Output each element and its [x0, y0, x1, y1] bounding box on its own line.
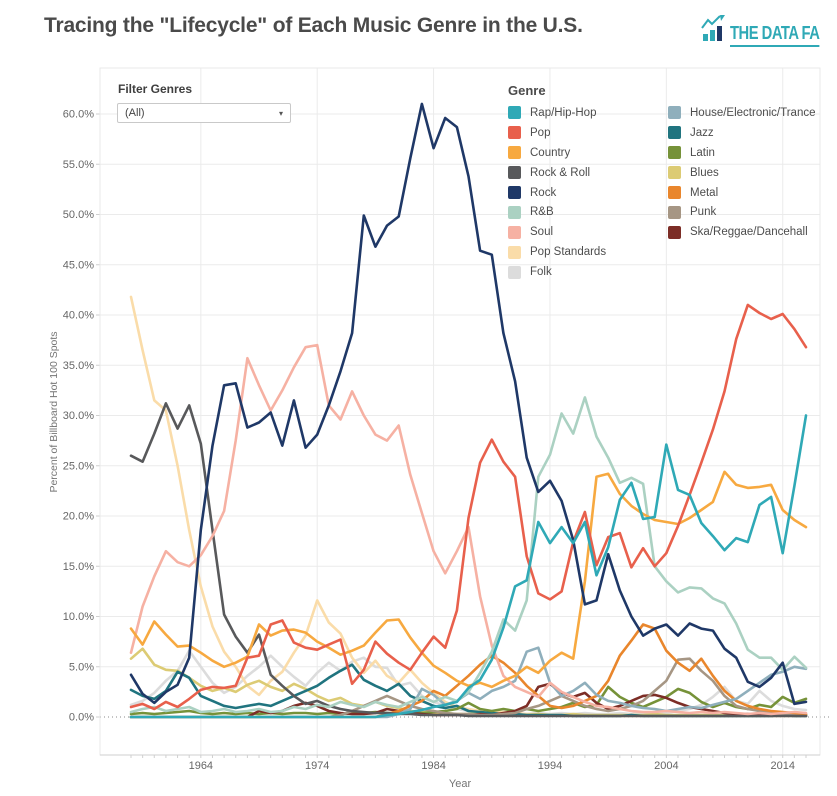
legend-label: Latin [690, 146, 715, 159]
legend-item-rock[interactable]: Rock [508, 183, 606, 203]
r-b-swatch-icon [508, 205, 521, 219]
series-line-r-b [129, 396, 808, 714]
y-axis-title: Percent of Billboard Hot 100 Spots [48, 331, 60, 492]
legend-item-rock-roll[interactable]: Rock & Roll [508, 163, 606, 183]
filter-genres-label: Filter Genres [118, 82, 193, 96]
soul-swatch-icon [508, 225, 521, 239]
legend-item-ska-reggae-dancehall[interactable]: Ska/Reggae/Dancehall [668, 222, 816, 242]
legend-label: Ska/Reggae/Dancehall [690, 226, 808, 239]
legend-title: Genre [508, 83, 546, 98]
y-tick-label: 0.0% [69, 712, 94, 724]
folk-swatch-icon [508, 265, 521, 279]
blues-swatch-icon [668, 166, 681, 180]
genre-legend: Genre Rap/Hip-Hop Pop Country Rock & Roll Ro… [508, 83, 816, 279]
chevron-down-icon: ▾ [278, 108, 283, 118]
site-logo: THE DATA FA [701, 15, 837, 47]
legend-item-punk[interactable]: Punk [668, 202, 816, 222]
y-tick-label: 40.0% [63, 310, 94, 322]
ska-reggae-dancehall-swatch-icon [668, 225, 681, 239]
series-line-latin [129, 685, 808, 716]
page-title: Tracing the "Lifecycle" of Each Music Ge… [44, 14, 583, 37]
y-tick-label: 30.0% [63, 410, 94, 422]
pop-swatch-icon [508, 126, 521, 140]
legend-item-rap-hip-hop[interactable]: Rap/Hip-Hop [508, 103, 606, 123]
genre-filter-dropdown[interactable]: (All) ▾ [117, 103, 291, 123]
rock-swatch-icon [508, 186, 521, 199]
legend-label: Rap/Hip-Hop [530, 106, 597, 119]
y-tick-label: 25.0% [63, 460, 94, 472]
legend-label: Folk [530, 266, 552, 279]
legend-item-house-electronic-trance[interactable]: House/Electronic/Trance [668, 103, 816, 123]
legend-item-latin[interactable]: Latin [668, 143, 816, 163]
legend-label: Soul [530, 226, 554, 239]
legend-item-folk[interactable]: Folk [508, 262, 606, 282]
y-tick-label: 50.0% [63, 209, 94, 221]
x-axis-title: Year [449, 778, 472, 790]
pop-standards-swatch-icon [508, 245, 521, 259]
legend-item-blues[interactable]: Blues [668, 163, 816, 183]
legend-label: Metal [690, 186, 719, 199]
legend-item-soul[interactable]: Soul [508, 222, 606, 242]
y-tick-label: 35.0% [63, 360, 94, 372]
series-line-soul [129, 343, 808, 716]
legend-item-r-b[interactable]: R&B [508, 202, 606, 222]
country-swatch-icon [508, 146, 521, 160]
rap-hip-hop-swatch-icon [508, 106, 521, 120]
series-line-blues [129, 647, 808, 717]
y-tick-label: 15.0% [63, 561, 94, 573]
legend-column-2: House/Electronic/Trance Jazz Latin Blues Met… [668, 103, 816, 242]
legend-label: Country [530, 146, 571, 159]
legend-item-pop-standards[interactable]: Pop Standards [508, 242, 606, 262]
y-tick-label: 60.0% [63, 109, 94, 121]
y-tick-label: 10.0% [63, 611, 94, 623]
legend-label: Rock & Roll [530, 166, 591, 179]
legend-label: Jazz [690, 126, 714, 139]
series-line-pop [129, 303, 808, 711]
latin-swatch-icon [668, 146, 681, 160]
x-tick-label: 1964 [189, 760, 213, 772]
x-tick-label: 1994 [538, 760, 562, 772]
x-tick-label: 1984 [421, 760, 445, 772]
legend-item-pop[interactable]: Pop [508, 123, 606, 143]
metal-swatch-icon [668, 186, 681, 199]
x-tick-label: 2014 [770, 760, 794, 772]
legend-label: R&B [530, 206, 554, 219]
legend-item-jazz[interactable]: Jazz [668, 123, 816, 143]
legend-label: Rock [530, 186, 557, 199]
legend-item-country[interactable]: Country [508, 143, 606, 163]
punk-swatch-icon [668, 205, 681, 219]
y-tick-label: 20.0% [63, 511, 94, 523]
legend-label: Pop Standards [530, 246, 607, 259]
series-line-rap-hip-hop [129, 414, 808, 719]
x-tick-label: 2004 [654, 760, 678, 772]
legend-label: Blues [690, 166, 719, 179]
y-tick-label: 5.0% [69, 661, 94, 673]
legend-label: Punk [690, 206, 717, 219]
rock-roll-swatch-icon [508, 166, 521, 180]
genre-filter-value: (All) [125, 107, 145, 119]
legend-label: House/Electronic/Trance [690, 106, 816, 119]
site-logo-text: THE DATA FA [730, 23, 820, 47]
legend-column-1: Rap/Hip-Hop Pop Country Rock & Roll Rock R&B S… [508, 103, 606, 282]
legend-item-metal[interactable]: Metal [668, 183, 816, 203]
bar-chart-trend-icon [701, 15, 727, 47]
jazz-swatch-icon [668, 126, 681, 140]
y-tick-label: 55.0% [63, 159, 94, 171]
series-line-country [129, 470, 808, 689]
series-line-rock-roll [129, 402, 808, 718]
x-tick-label: 1974 [305, 760, 329, 772]
house-electronic-trance-swatch-icon [668, 106, 681, 120]
y-tick-label: 45.0% [63, 259, 94, 271]
series-line-rock [129, 102, 808, 706]
legend-label: Pop [530, 126, 551, 139]
